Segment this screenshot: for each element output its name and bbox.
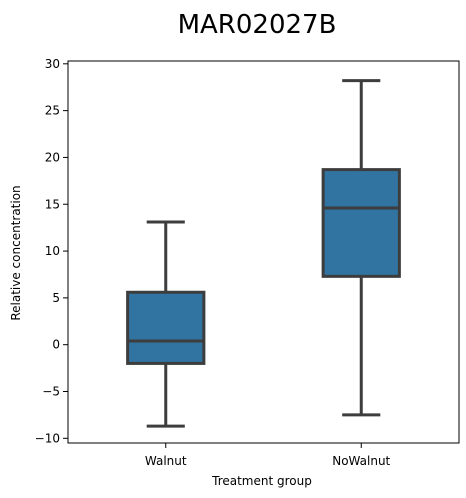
- y-tick-label: 5: [52, 291, 60, 305]
- box-series: [126, 79, 401, 428]
- x-axis-label: Treatment group: [211, 474, 312, 488]
- y-tick-label: 30: [45, 57, 60, 71]
- y-tick-label: −5: [42, 385, 60, 399]
- y-tick-label: 0: [52, 338, 60, 352]
- y-axis-label: Relative concentration: [9, 185, 23, 320]
- y-axis: −10 −5 0 5 10 15 20 25 30: [35, 57, 68, 445]
- box-nowalnut: [321, 79, 401, 417]
- x-axis: Walnut NoWalnut: [145, 443, 391, 468]
- y-tick-label: 15: [45, 197, 60, 211]
- x-tick-label: NoWalnut: [332, 454, 390, 468]
- y-tick-label: 10: [45, 244, 60, 258]
- plot-area-frame: [67, 60, 460, 444]
- y-tick-label: −10: [35, 431, 60, 445]
- y-tick-label: 20: [45, 150, 60, 164]
- box-walnut: [126, 220, 206, 428]
- y-tick-label: 25: [45, 104, 60, 118]
- iqr-box: [126, 290, 206, 365]
- x-tick-label: Walnut: [145, 454, 187, 468]
- chart-title: MAR02027B: [178, 10, 337, 40]
- iqr-box: [321, 168, 401, 278]
